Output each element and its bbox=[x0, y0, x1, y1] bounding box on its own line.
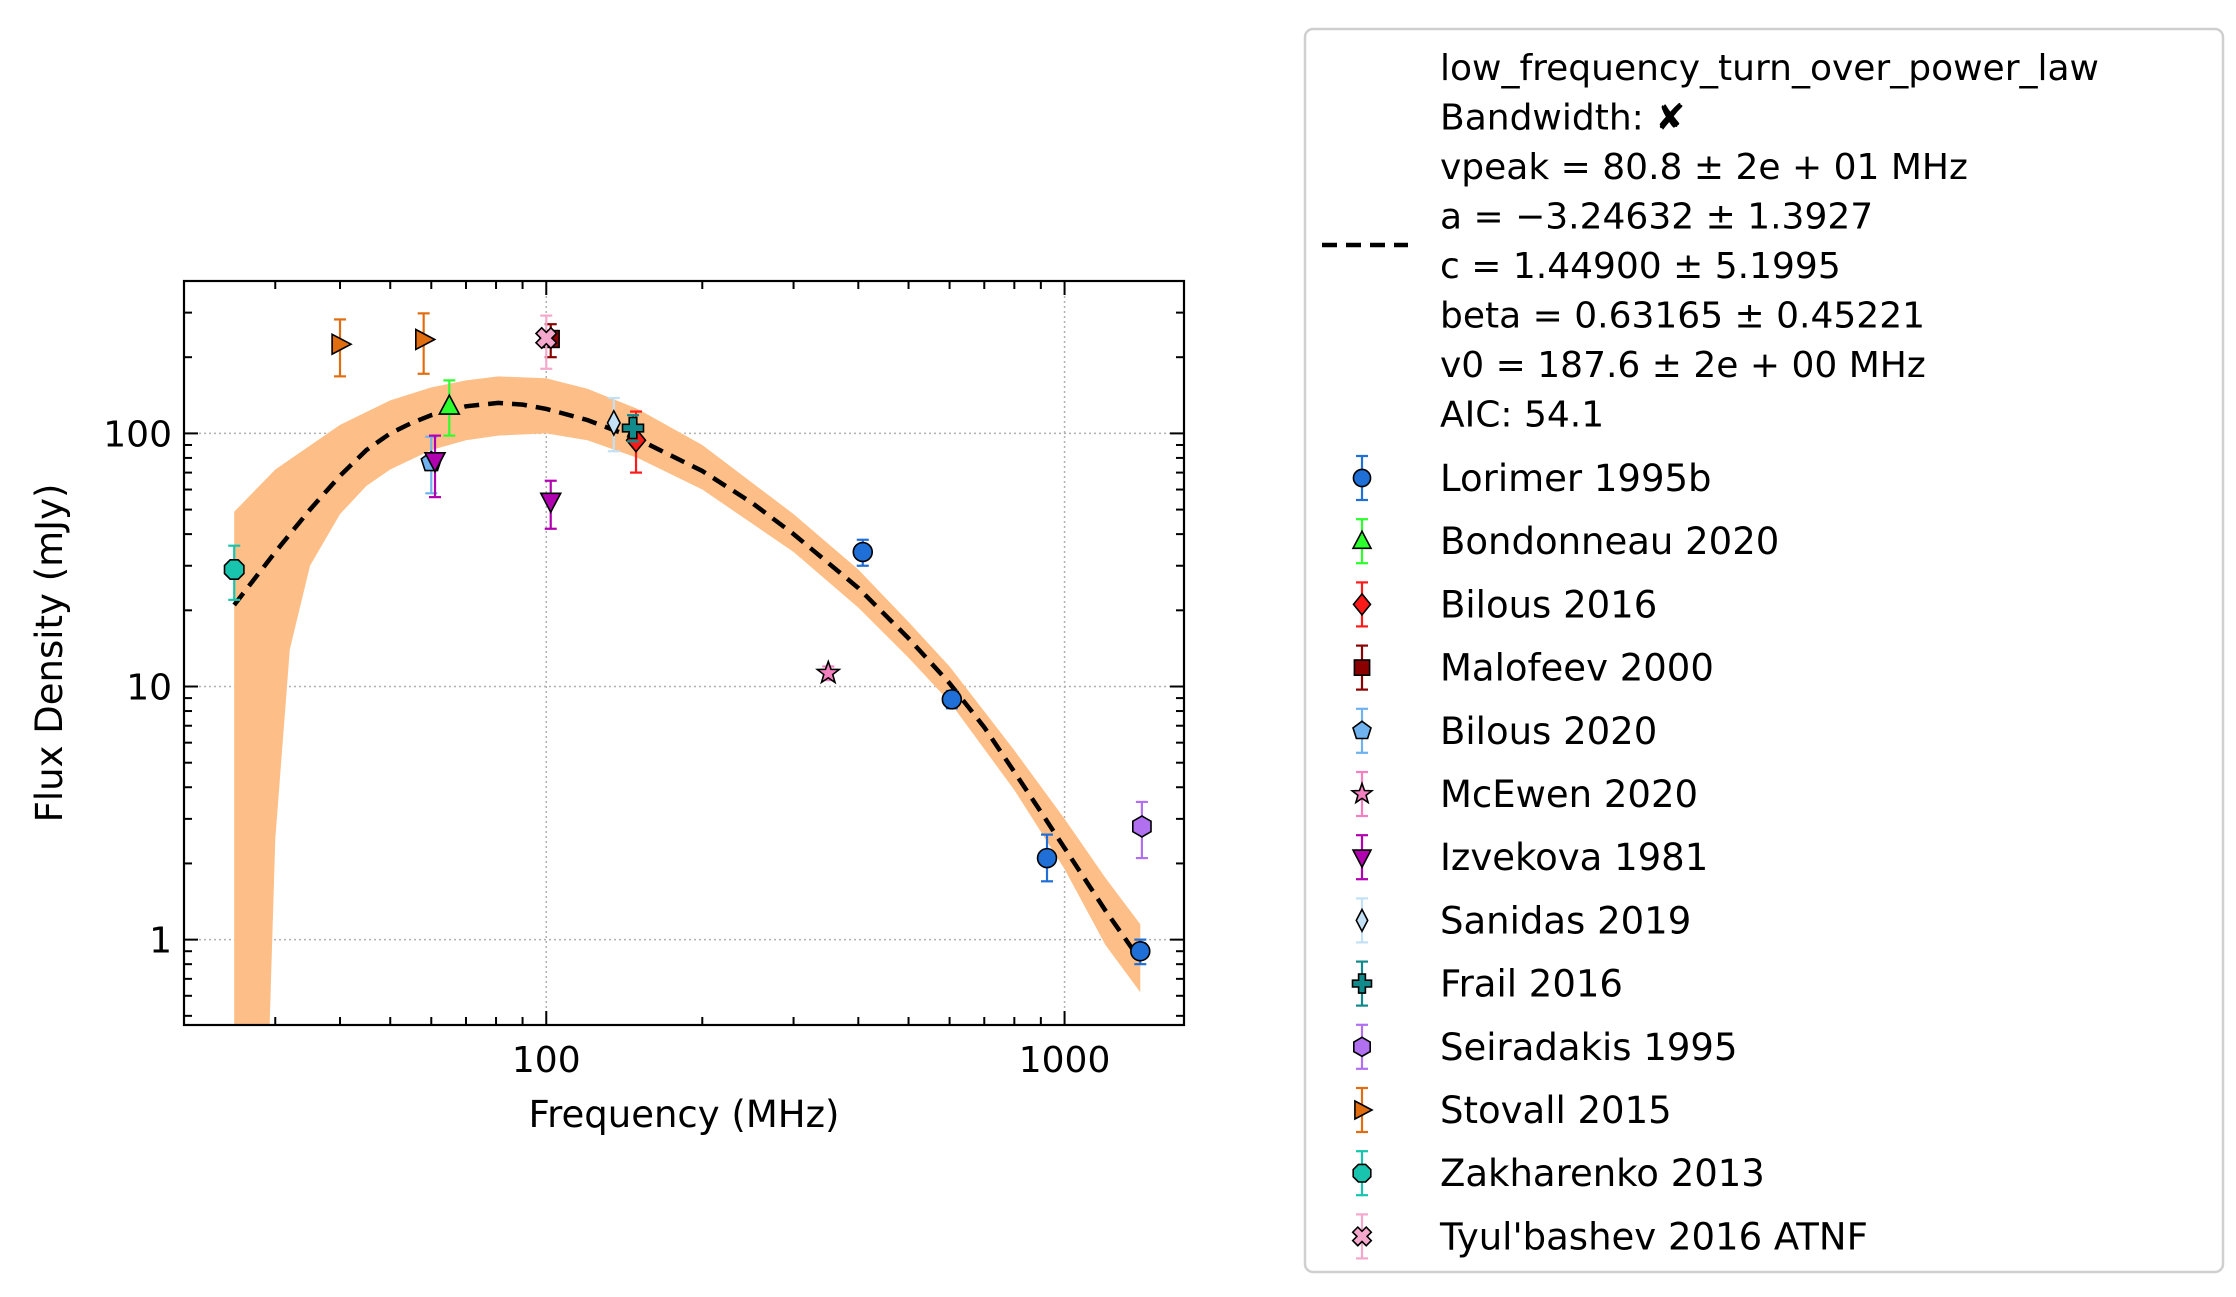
legend-item: McEwen 2020 bbox=[1349, 770, 1698, 818]
legend-label: Stovall 2015 bbox=[1440, 1089, 1672, 1132]
y-axis-label: Flux Density (mJy) bbox=[28, 484, 71, 823]
legend-label: Tyul'bashev 2016 ATNF bbox=[1439, 1215, 1868, 1258]
y-tick-label: 100 bbox=[103, 414, 172, 455]
ticks bbox=[183, 280, 1184, 1025]
data-point bbox=[414, 328, 437, 351]
data-point bbox=[1036, 847, 1058, 869]
legend-item: Stovall 2015 bbox=[1354, 1086, 1672, 1134]
legend-marker bbox=[1351, 973, 1373, 994]
legend: low_frequency_turn_over_power_law Bandwid… bbox=[1303, 27, 2225, 1274]
legend-marker bbox=[1352, 592, 1372, 617]
legend-marker bbox=[1351, 1225, 1373, 1247]
legend-fit-text: beta = 0.63165 ± 0.45221 bbox=[1440, 296, 1925, 337]
legend-label: Seiradakis 1995 bbox=[1440, 1026, 1737, 1069]
legend-label: Bilous 2020 bbox=[1440, 710, 1657, 753]
data-point bbox=[437, 393, 461, 415]
legend-label: McEwen 2020 bbox=[1440, 773, 1698, 816]
legend-item: Bilous 2016 bbox=[1352, 581, 1657, 628]
data-point bbox=[621, 416, 645, 440]
legend-label: Malofeev 2000 bbox=[1440, 647, 1714, 690]
legend-frame bbox=[1303, 27, 2225, 1274]
legend-marker bbox=[1351, 529, 1373, 550]
legend-label: Sanidas 2019 bbox=[1440, 899, 1691, 942]
legend-fit-text: a = −3.24632 ± 1.3927 bbox=[1440, 197, 1873, 238]
y-tick-label: 10 bbox=[126, 668, 172, 709]
legend-item: Seiradakis 1995 bbox=[1353, 1023, 1737, 1070]
x-axis-label: Frequency (MHz) bbox=[529, 1093, 840, 1136]
fit-layer bbox=[232, 376, 1143, 1025]
legend-label: Bilous 2016 bbox=[1440, 583, 1657, 626]
legend-item: Malofeev 2000 bbox=[1353, 644, 1714, 691]
series-izvekova-1981 bbox=[423, 434, 563, 530]
legend-item: Tyul'bashev 2016 ATNF bbox=[1351, 1213, 1868, 1260]
legend-marker bbox=[1354, 1099, 1374, 1121]
legend-marker bbox=[1353, 1036, 1371, 1058]
data-point bbox=[1130, 940, 1151, 962]
legend-item: Zakharenko 2013 bbox=[1352, 1150, 1765, 1197]
legend-marker bbox=[1353, 659, 1371, 676]
legend-items: Lorimer 1995b Bondonneau 2020 Bilous 2016 M… bbox=[1349, 454, 1868, 1260]
legend-fit-text: vpeak = 80.8 ± 2e + 01 MHz bbox=[1440, 147, 1968, 188]
series-stovall-2015 bbox=[331, 312, 437, 378]
data-point bbox=[223, 558, 245, 581]
data-point bbox=[941, 689, 963, 710]
x-tick-label: 1000 bbox=[1019, 1040, 1111, 1081]
data-point bbox=[539, 492, 563, 514]
legend-item: Sanidas 2019 bbox=[1355, 897, 1691, 944]
legend-item: Bilous 2020 bbox=[1352, 707, 1657, 754]
legend-label: Frail 2016 bbox=[1440, 963, 1623, 1006]
legend-fit-entry: low_frequency_turn_over_power_law Bandwid… bbox=[1322, 48, 2099, 436]
legend-item: Bondonneau 2020 bbox=[1351, 518, 1779, 565]
legend-label: Zakharenko 2013 bbox=[1440, 1152, 1765, 1195]
legend-fit-text: c = 1.44900 ± 5.1995 bbox=[1440, 246, 1841, 287]
fit-uncertainty-band bbox=[234, 376, 1141, 1025]
data-point bbox=[331, 332, 353, 356]
data-point bbox=[606, 409, 622, 437]
legend-label: Izvekova 1981 bbox=[1440, 836, 1708, 879]
series-lorimer-1995b bbox=[852, 538, 1151, 966]
series-tyul-bashev-2016-atnf bbox=[534, 314, 558, 370]
data-point bbox=[852, 541, 874, 563]
legend-marker bbox=[1355, 907, 1369, 934]
legend-fit-text: low_frequency_turn_over_power_law bbox=[1440, 48, 2099, 89]
series-seiradakis-1995 bbox=[1132, 800, 1152, 860]
fit-curve bbox=[232, 400, 1143, 962]
legend-item: Izvekova 1981 bbox=[1351, 834, 1708, 881]
legend-marker bbox=[1352, 468, 1372, 488]
y-tick-label: 1 bbox=[149, 921, 172, 962]
legend-fit-text: v0 = 187.6 ± 2e + 00 MHz bbox=[1440, 345, 1926, 386]
legend-item: Frail 2016 bbox=[1351, 960, 1623, 1007]
series-mcewen-2020 bbox=[815, 659, 842, 685]
series-frail-2016 bbox=[621, 414, 645, 443]
legend-fit-text: Bandwidth: ✘ bbox=[1440, 98, 1685, 139]
data-point bbox=[815, 659, 842, 685]
points-layer bbox=[223, 312, 1152, 966]
data-point bbox=[534, 326, 558, 350]
grid bbox=[184, 281, 1184, 1025]
series-bondonneau-2020 bbox=[437, 379, 461, 437]
legend-label: Lorimer 1995b bbox=[1440, 457, 1712, 500]
x-tick-label: 100 bbox=[512, 1040, 581, 1081]
data-point bbox=[423, 451, 447, 474]
plot-frame bbox=[182, 279, 1186, 1027]
legend-marker bbox=[1351, 849, 1373, 869]
series-sanidas-2019 bbox=[606, 396, 622, 453]
data-point bbox=[1132, 815, 1152, 838]
tick-labels: 100 1000 1 10 100 bbox=[103, 414, 1110, 1081]
legend-fit-text: AIC: 54.1 bbox=[1440, 395, 1604, 436]
legend-label: Bondonneau 2020 bbox=[1440, 520, 1779, 563]
legend-marker bbox=[1349, 781, 1375, 805]
legend-marker bbox=[1352, 720, 1372, 740]
legend-item: Lorimer 1995b bbox=[1352, 454, 1712, 502]
series-zakharenko-2013 bbox=[223, 544, 245, 601]
legend-marker bbox=[1352, 1163, 1372, 1183]
